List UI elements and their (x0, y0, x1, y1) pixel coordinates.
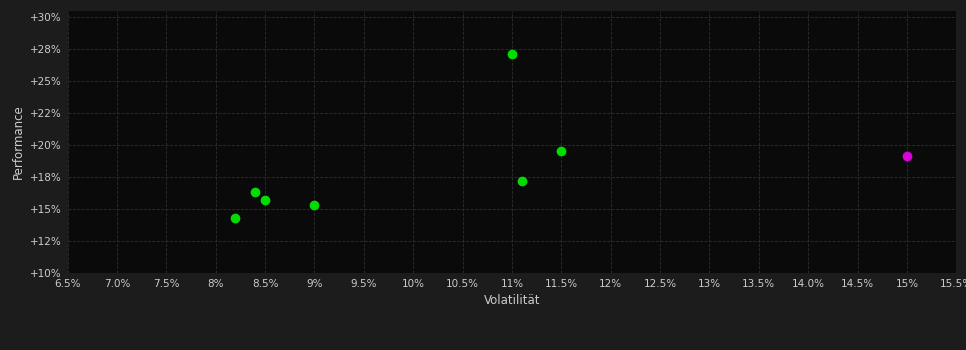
Y-axis label: Performance: Performance (12, 104, 25, 179)
Point (554, 148, 569, 154)
Point (899, 154, 915, 159)
Point (247, 190, 263, 195)
Point (504, 51, 520, 57)
Point (307, 202, 323, 208)
Point (228, 215, 243, 221)
X-axis label: Volatilität: Volatilität (484, 294, 540, 307)
Point (257, 197, 272, 203)
Point (514, 178, 529, 184)
